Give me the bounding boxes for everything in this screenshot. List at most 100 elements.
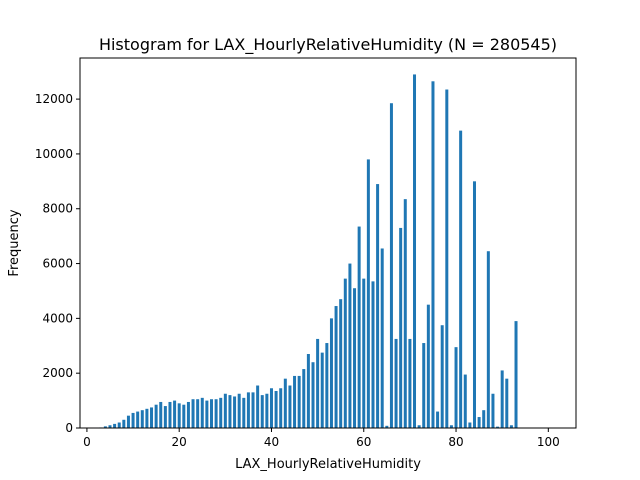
plot-frame [79,57,577,429]
y-tick-label: 6000 [42,257,73,271]
histogram-bar [343,278,347,428]
histogram-bar [353,288,357,428]
histogram-bar [150,407,154,428]
histogram-bar [459,130,463,428]
histogram-bar [454,347,458,428]
histogram-bar [468,422,472,428]
histogram-bar [431,81,435,429]
histogram-bar [413,74,417,428]
histogram-bar [297,375,301,428]
histogram-bar [186,401,190,428]
y-axis-ticks: 0 2000 4000 6000 8000 10000 12000 [35,92,80,435]
histogram-bar [482,410,486,428]
histogram-bar [140,410,144,428]
histogram-bar [163,406,167,428]
y-tick-label: 4000 [42,311,73,325]
histogram-bar [348,263,352,428]
histogram-bar [403,199,407,428]
histogram-bar [477,417,481,428]
histogram-bar [496,426,500,428]
histogram-bar [366,159,370,428]
histogram-bar [436,411,440,428]
histogram-bar [505,378,509,428]
histogram-bar [472,181,476,428]
chart-title: Histogram for LAX_HourlyRelativeHumidity… [99,35,557,55]
histogram-bar [242,397,246,428]
histogram-bar [422,343,426,428]
histogram-bar [329,318,333,428]
histogram-bar [325,343,329,428]
y-tick-label: 0 [65,421,73,435]
histogram-bar [339,299,343,428]
histogram-bar [463,374,467,428]
x-tick-label: 100 [537,435,560,449]
histogram-bar [131,412,135,428]
histogram-bar [182,404,186,428]
y-axis-label: Frequency [7,209,22,276]
histogram-bar [237,393,241,428]
histogram-bar [334,306,338,428]
y-tick-label: 2000 [42,366,73,380]
histogram-bar [426,304,430,428]
histogram-bar [408,338,412,428]
x-tick-label: 20 [172,435,187,449]
histogram-bar [145,408,149,428]
histogram-bar [269,388,273,428]
x-tick-label: 0 [83,435,91,449]
histogram-bar [279,388,283,428]
histogram-bar [159,401,163,428]
histogram-bar [246,392,250,428]
histogram-bar [440,325,444,428]
histogram-bar [108,425,112,428]
histogram-bar [126,415,130,428]
histogram-bar [177,403,181,428]
histogram-bar [509,425,513,428]
histogram-bar [214,399,218,428]
y-tick-label: 8000 [42,202,73,216]
histogram-bar [316,338,320,428]
histogram-bar [491,393,495,428]
histogram-bar [283,378,287,428]
histogram-bar [117,422,121,428]
histogram-bar [288,385,292,428]
histogram-bar [154,404,158,428]
histogram-bar [357,226,361,428]
histogram-bar [256,385,260,428]
x-tick-label: 40 [264,435,279,449]
histogram-bar [168,401,172,428]
histogram-bar [320,352,324,428]
histogram-bar [113,423,117,428]
histogram-bar [389,103,393,428]
histogram-bar [306,354,310,428]
histogram-bar [251,392,255,428]
x-tick-label: 80 [448,435,463,449]
histogram-bar [265,393,269,428]
histogram-bar [445,89,449,429]
histogram-bar [302,369,306,428]
histogram-bar [103,426,107,428]
histogram-bar [200,397,204,428]
histogram-bar [380,248,384,428]
histogram-bar [219,397,223,428]
histogram-bar [136,411,140,428]
histogram-bar [385,425,389,428]
histogram-bar [371,281,375,428]
x-axis-ticks: 0 20 40 60 80 100 [83,428,560,449]
histogram-bar [223,393,227,428]
x-axis-label: LAX_HourlyRelativeHumidity [235,457,421,472]
histogram-bar [293,375,297,428]
histogram-bar [311,362,315,428]
histogram-bar [191,399,195,428]
histogram-bar [228,395,232,428]
histogram-bar [196,399,200,428]
histogram-bar [362,278,366,428]
histogram-bar [205,400,209,428]
y-tick-label: 10000 [35,147,73,161]
histogram-bar [376,184,380,428]
histogram-bar [417,425,421,428]
histogram-bar [486,251,490,428]
y-tick-label: 12000 [35,92,73,106]
histogram-bar [399,227,403,428]
histogram-bar [260,395,264,428]
